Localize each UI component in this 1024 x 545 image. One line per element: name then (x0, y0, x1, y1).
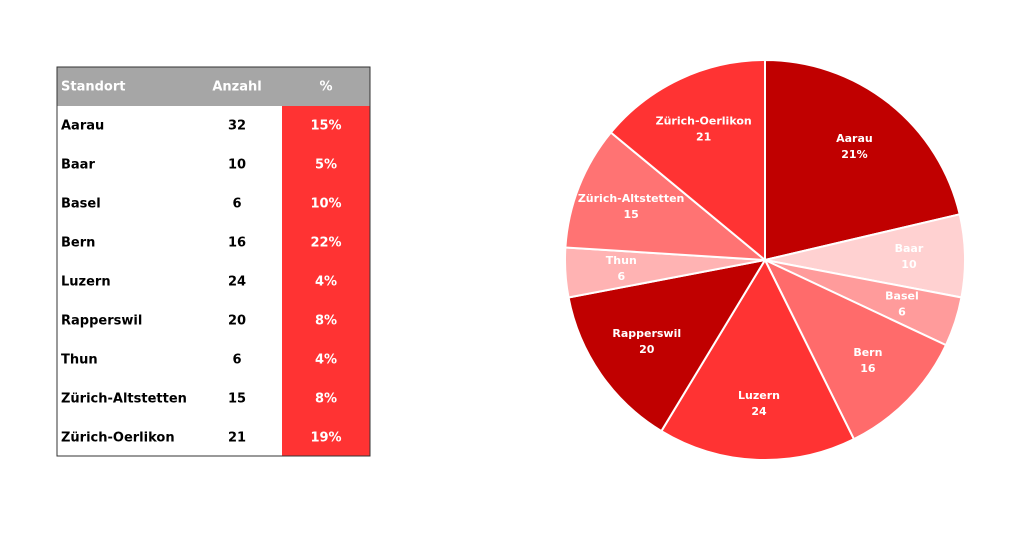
slice-value-label: 6 (898, 305, 906, 318)
slice-value-label: 20 (639, 343, 655, 356)
slice-label: Luzern (738, 389, 780, 402)
table-cell: 10 (228, 158, 246, 173)
pie-chart: Aarau 21% Baar 10 Basel 6 Bern 16 Luzern 24 Rapper… (564, 58, 966, 461)
table-cell: Basel (61, 197, 101, 212)
slice-value-label: 24 (751, 405, 767, 418)
table-cell: Thun (61, 353, 98, 368)
table-cell: 8% (315, 314, 337, 329)
slice-label: Thun (606, 254, 637, 267)
table-cell: 16 (228, 236, 246, 251)
slice-label: Bern (853, 346, 882, 359)
table: Standort Anzahl % Aarau 32 15% Baar 10 5% Basel 6 1… (61, 80, 342, 446)
table-cell: 8% (315, 392, 337, 407)
pie-slice (609, 58, 766, 263)
slice-value-label: 6 (617, 270, 625, 283)
slice-label: Aarau (836, 132, 873, 145)
pie-slice (762, 257, 948, 441)
table-cell: 15% (310, 119, 341, 134)
slice-label: Baar (895, 242, 924, 255)
table-cell: 22% (310, 236, 341, 251)
table-header-cell: % (319, 80, 332, 95)
table-cell: 4% (315, 275, 337, 290)
table-header-bg (57, 67, 370, 106)
table-cell: 6 (232, 353, 241, 368)
slice-value-label: 15 (623, 208, 638, 221)
pie-slice (660, 257, 856, 461)
table-header-cell: Anzahl (212, 80, 261, 95)
table-border (56, 66, 371, 457)
slice-value-label: 21 (696, 131, 711, 144)
table-cell: 10% (310, 197, 341, 212)
table-cell: 6 (232, 197, 241, 212)
table-cell: Luzern (61, 275, 111, 290)
table-cell: Bern (61, 236, 95, 251)
table-cell: Rapperswil (61, 314, 142, 329)
table-cell: 19% (310, 431, 341, 446)
table-cell: Zürich-Oerlikon (61, 431, 175, 446)
pie-slice (764, 58, 961, 262)
slice-label: Zürich-Oerlikon (656, 115, 752, 128)
pie-slice (567, 258, 768, 433)
table-header-cell: Standort (61, 80, 125, 95)
slice-value-label: 10 (901, 258, 917, 271)
table-cell: 4% (315, 353, 337, 368)
table-cell: 5% (315, 158, 337, 173)
table-cell: 24 (228, 275, 246, 290)
slice-value-label: 16 (860, 362, 876, 375)
table-cell: 20 (228, 314, 246, 329)
pie-slice (564, 131, 769, 262)
percent-column-bg (282, 106, 370, 456)
table-cell: Aarau (61, 119, 104, 134)
slice-value-label: 21% (841, 148, 867, 161)
table-cell: 32 (228, 119, 246, 134)
table-cell: 21 (228, 431, 246, 446)
slice-label: Zürich-Altstetten (578, 192, 685, 205)
table-cell: 15 (228, 392, 246, 407)
table-cell: Zürich-Altstetten (61, 392, 187, 407)
table-cell: Baar (61, 158, 95, 173)
slice-label: Rapperswil (612, 327, 681, 340)
slice-label: Basel (885, 289, 919, 302)
